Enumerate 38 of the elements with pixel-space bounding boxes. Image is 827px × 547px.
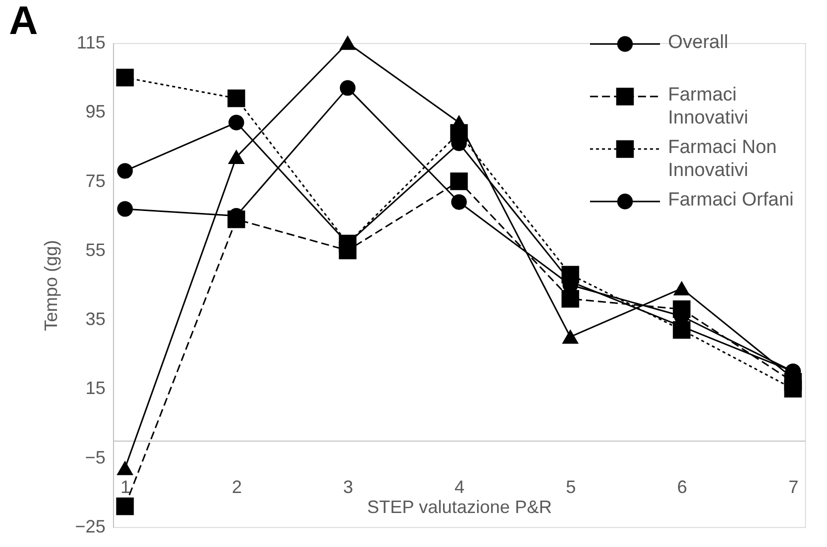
point — [228, 90, 246, 108]
point — [228, 114, 244, 130]
point — [117, 163, 133, 179]
x-tick-label: 4 — [454, 477, 465, 498]
point — [116, 68, 134, 86]
y-axis-title: Tempo (gg) — [40, 240, 61, 332]
point — [562, 330, 578, 344]
legend-label: Overall — [668, 32, 728, 53]
point — [340, 36, 356, 50]
point — [117, 461, 133, 476]
y-tick-label: 95 — [85, 102, 106, 122]
point — [451, 194, 467, 210]
point — [672, 321, 690, 339]
point — [228, 150, 244, 164]
y-tick-label: 15 — [85, 378, 106, 398]
legend-label: Farmaci Innovativi — [668, 84, 748, 128]
y-tick-label: 115 — [76, 32, 106, 52]
y-tick-label: −25 — [74, 516, 106, 536]
y-tick-label: 55 — [85, 240, 106, 260]
y-tick-label: −5 — [84, 447, 106, 468]
point — [340, 80, 356, 96]
chart-title: A — [9, 0, 38, 43]
x-tick-label: 1 — [120, 477, 131, 498]
x-tick-label: 3 — [343, 477, 354, 498]
point — [117, 201, 133, 217]
point — [674, 282, 690, 296]
x-tick-label: 5 — [566, 477, 576, 498]
y-tick-label: 35 — [85, 309, 106, 330]
x-tick-label: 6 — [677, 477, 688, 498]
y-tick-label: 75 — [85, 170, 106, 191]
x-tick-label: 7 — [788, 477, 799, 498]
x-axis-title: STEP valutazione P&R — [367, 497, 552, 518]
point — [450, 172, 468, 190]
point — [562, 290, 580, 308]
legend-label: Farmaci Non Innovativi — [668, 137, 777, 181]
legend-label: Farmaci Orfani — [668, 190, 794, 210]
point — [116, 497, 134, 516]
x-tick-label: 2 — [232, 477, 242, 498]
